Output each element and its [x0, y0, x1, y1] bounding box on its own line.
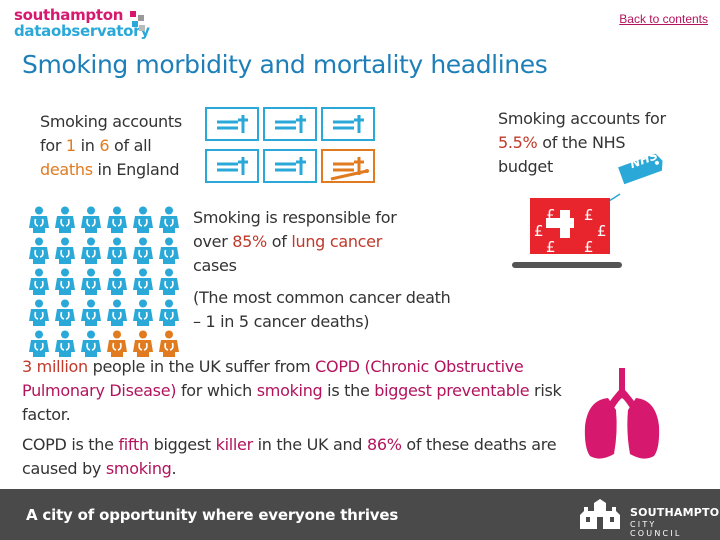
data-observatory-logo: southampton dataobservatory: [14, 6, 164, 40]
person-icon: [133, 237, 153, 264]
person-icon: [107, 299, 127, 326]
pound-symbol: £: [597, 222, 607, 240]
copd-killer-statement: COPD is the fifth biggest killer in the …: [22, 435, 557, 478]
logo-line-2: dataobservatory: [14, 22, 150, 40]
person-icon: [55, 206, 75, 233]
person-icon: [107, 206, 127, 233]
grave-icon: [263, 149, 317, 183]
person-icon-highlighted: [133, 330, 153, 357]
footer-bar: A city of opportunity where everyone thr…: [0, 489, 720, 540]
person-icon: [29, 206, 49, 233]
person-icon: [159, 299, 179, 326]
back-to-contents-link[interactable]: Back to contents: [619, 12, 708, 26]
common-cancer-note: (The most common cancer death – 1 in 5 c…: [193, 288, 451, 331]
budget-statement: Smoking accounts for 5.5% of the NHS bud…: [498, 109, 666, 176]
page-title: Smoking morbidity and mortality headline…: [22, 50, 548, 79]
pound-symbol: £: [546, 238, 556, 256]
people-grid: [28, 206, 186, 357]
person-icon: [159, 268, 179, 295]
city-crest-icon: [580, 499, 620, 529]
grave-icon: [263, 107, 317, 141]
person-icon: [81, 330, 101, 357]
nhs-tag-icon: [618, 153, 663, 185]
person-icon: [133, 299, 153, 326]
grave-icon-highlighted: [321, 149, 375, 183]
person-icon: [55, 299, 75, 326]
person-icon: [159, 237, 179, 264]
pound-symbol: £: [584, 206, 594, 224]
person-icon: [81, 299, 101, 326]
council-name-line-2: CITY COUNCIL: [630, 520, 682, 538]
logo-mark-icon: [130, 11, 145, 31]
pound-symbol: £: [546, 206, 556, 224]
budget-board-icon: [512, 193, 622, 268]
person-icon: [133, 268, 153, 295]
lung-cancer-statement: Smoking is responsible for over 85% of l…: [193, 208, 397, 275]
person-icon: [55, 330, 75, 357]
person-icon: [81, 268, 101, 295]
person-icon: [29, 330, 49, 357]
person-icon: [29, 237, 49, 264]
pound-symbol: £: [584, 238, 594, 256]
logo-line-1: southampton: [14, 6, 124, 24]
grave-icon: [321, 107, 375, 141]
person-icon-highlighted: [159, 330, 179, 357]
person-icon-highlighted: [107, 330, 127, 357]
grave-icon: [205, 107, 259, 141]
person-icon: [29, 299, 49, 326]
graves-grid: [205, 107, 375, 183]
copd-statement: 3 million people in the UK suffer from C…: [22, 357, 562, 424]
person-icon: [81, 237, 101, 264]
grave-icon: [205, 149, 259, 183]
person-icon: [55, 237, 75, 264]
council-name-line-1: SOUTHAMPTON: [630, 506, 720, 519]
lungs-icon: [584, 368, 660, 459]
person-icon: [159, 206, 179, 233]
person-icon: [55, 268, 75, 295]
footer-tagline: A city of opportunity where everyone thr…: [26, 506, 399, 524]
person-icon: [107, 268, 127, 295]
person-icon: [29, 268, 49, 295]
person-icon: [133, 206, 153, 233]
city-council-logo: SOUTHAMPTON CITY COUNCIL: [578, 497, 720, 538]
deaths-statement: Smoking accounts for 1 in 6 of all death…: [40, 112, 182, 179]
pound-symbol: £: [534, 222, 544, 240]
person-icon: [107, 237, 127, 264]
person-icon: [81, 206, 101, 233]
